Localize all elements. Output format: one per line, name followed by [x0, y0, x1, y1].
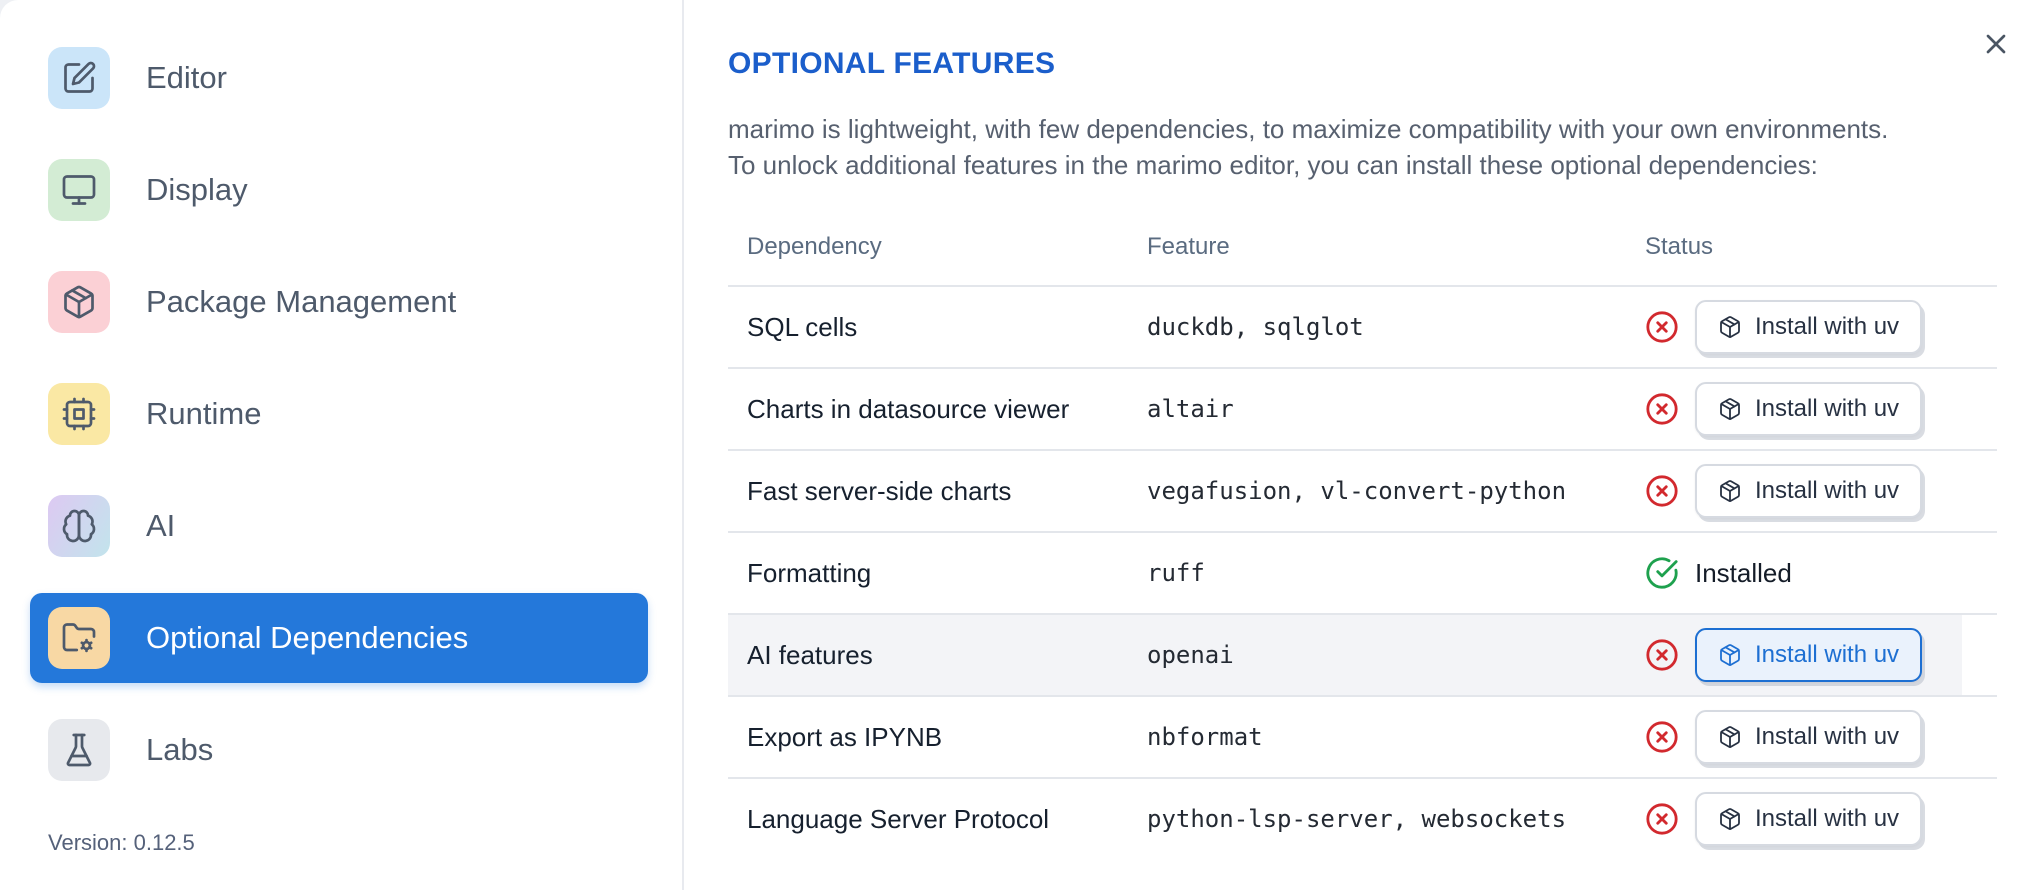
install-with-uv-button[interactable]: Install with uv	[1695, 628, 1923, 682]
install-with-uv-button[interactable]: Install with uv	[1695, 710, 1923, 764]
package-icon	[1718, 479, 1742, 503]
install-with-uv-button[interactable]: Install with uv	[1695, 382, 1923, 436]
not-installed-x-icon	[1645, 474, 1679, 508]
sidebar-item-label: Editor	[146, 60, 227, 95]
feature-cell: duckdb, sqlglot	[1147, 286, 1645, 369]
package-icon	[1718, 397, 1742, 421]
install-with-uv-button[interactable]: Install with uv	[1695, 300, 1923, 354]
sidebar-item-label: Package Management	[146, 284, 457, 319]
table-row: Language Server Protocol python-lsp-serv…	[728, 778, 1997, 859]
feature-cell: altair	[1147, 368, 1645, 451]
sidebar-item-optional-dependencies[interactable]: Optional Dependencies	[30, 593, 648, 683]
table-row: Export as IPYNB nbformat Install with uv	[728, 696, 1997, 779]
sidebar-item-label: Runtime	[146, 396, 262, 431]
package-icon	[1718, 643, 1742, 667]
sidebar-item-ai[interactable]: AI	[30, 481, 648, 571]
not-installed-x-icon	[1645, 310, 1679, 344]
not-installed-x-icon	[1645, 802, 1679, 836]
package-icon	[48, 271, 110, 333]
monitor-icon	[48, 159, 110, 221]
column-header-dependency: Dependency	[728, 209, 1147, 287]
sidebar: Editor Display Package Management Runtim…	[0, 0, 684, 890]
sidebar-item-label: Optional Dependencies	[146, 620, 469, 655]
description-line: marimo is lightweight, with few dependen…	[728, 114, 1889, 144]
installed-check-icon	[1645, 556, 1679, 590]
close-icon	[1980, 28, 2012, 60]
feature-cell: vegafusion, vl-convert-python	[1147, 450, 1645, 533]
install-button-label: Install with uv	[1755, 395, 1900, 422]
page-title: OPTIONAL FEATURES	[728, 47, 1056, 80]
install-with-uv-button[interactable]: Install with uv	[1695, 464, 1923, 518]
sidebar-item-package-management[interactable]: Package Management	[30, 257, 648, 347]
description-line: To unlock additional features in the mar…	[728, 150, 1818, 180]
status-cell: Install with uv	[1645, 368, 1997, 451]
feature-cell: ruff	[1147, 532, 1645, 615]
installed-label: Installed	[1695, 557, 1792, 588]
sidebar-nav: Editor Display Package Management Runtim…	[30, 33, 682, 795]
sidebar-item-editor[interactable]: Editor	[30, 33, 648, 123]
status-cell: Install with uv	[1645, 696, 1997, 779]
status-cell: Installed	[1645, 532, 1997, 615]
dependency-cell: AI features	[728, 614, 1147, 697]
install-button-label: Install with uv	[1755, 805, 1900, 832]
install-button-label: Install with uv	[1755, 477, 1900, 504]
sidebar-item-runtime[interactable]: Runtime	[30, 369, 648, 459]
column-header-status: Status	[1645, 209, 1997, 287]
table-header-row: Dependency Feature Status	[728, 209, 1997, 287]
feature-cell: python-lsp-server, websockets	[1147, 805, 1567, 833]
flask-icon	[48, 719, 110, 781]
status-cell: Install with uv	[1645, 286, 1997, 369]
not-installed-x-icon	[1645, 638, 1679, 672]
not-installed-x-icon	[1645, 392, 1679, 426]
dependency-cell: Export as IPYNB	[728, 696, 1147, 779]
install-button-label: Install with uv	[1755, 313, 1900, 340]
not-installed-x-icon	[1645, 720, 1679, 754]
dependency-cell: Charts in datasource viewer	[728, 368, 1147, 451]
status-cell: Install with uv	[1645, 778, 1997, 859]
sidebar-item-display[interactable]: Display	[30, 145, 648, 235]
status-cell: Install with uv	[1645, 614, 1997, 697]
install-with-uv-button[interactable]: Install with uv	[1695, 792, 1923, 846]
dependencies-table: Dependency Feature Status SQL cells duck…	[728, 209, 1997, 859]
table-row: SQL cells duckdb, sqlglot Install with u…	[728, 286, 1997, 369]
dependency-cell: Fast server-side charts	[728, 450, 1147, 533]
install-button-label: Install with uv	[1755, 723, 1900, 750]
dependency-cell: Formatting	[728, 532, 1147, 615]
dependency-cell: SQL cells	[728, 286, 1147, 369]
panel-description: marimo is lightweight, with few dependen…	[728, 111, 2042, 183]
package-icon	[1718, 725, 1742, 749]
folder-cog-icon	[48, 607, 110, 669]
sidebar-item-labs[interactable]: Labs	[30, 705, 648, 795]
sidebar-item-label: Labs	[146, 732, 214, 767]
table-row: Formatting ruff Installed	[728, 532, 1997, 615]
brain-icon	[48, 495, 110, 557]
cpu-icon	[48, 383, 110, 445]
feature-cell: nbformat	[1147, 696, 1645, 779]
close-button[interactable]	[1974, 22, 2018, 66]
dependency-cell: Language Server Protocol	[747, 803, 1050, 834]
table-row: Charts in datasource viewer altair Insta…	[728, 368, 1997, 451]
version-label: Version: 0.12.5	[48, 830, 195, 855]
sidebar-item-label: AI	[146, 508, 176, 543]
column-header-feature: Feature	[1147, 209, 1645, 287]
table-row: AI features openai Install with uv	[728, 614, 1997, 697]
install-button-label: Install with uv	[1755, 641, 1900, 668]
package-icon	[1718, 807, 1742, 831]
package-icon	[1718, 315, 1742, 339]
sidebar-item-label: Display	[146, 172, 248, 207]
status-cell: Install with uv	[1645, 450, 1997, 533]
table-row: Fast server-side charts vegafusion, vl-c…	[728, 450, 1997, 533]
edit-icon	[48, 47, 110, 109]
optional-features-panel: OPTIONAL FEATURES marimo is lightweight,…	[684, 0, 2042, 890]
feature-cell: openai	[1147, 614, 1645, 697]
